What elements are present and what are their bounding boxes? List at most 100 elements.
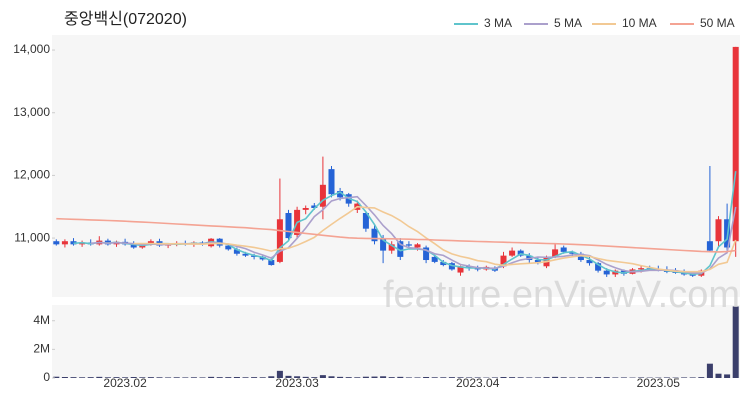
volume-bar — [474, 377, 481, 378]
candle-body — [328, 169, 335, 195]
volume-bars — [53, 306, 739, 378]
x-tick-label: 2023.02 — [103, 376, 147, 390]
candle-body — [595, 263, 602, 271]
volume-bar — [371, 376, 378, 378]
y-tick-label: 13,000 — [13, 105, 50, 119]
volume-bar — [251, 377, 258, 378]
volume-bar — [190, 377, 197, 378]
legend-label: 3 MA — [484, 16, 512, 30]
volume-bar — [612, 377, 619, 378]
volume-bar — [70, 377, 77, 378]
candle-body — [53, 241, 60, 245]
candle-body — [500, 255, 507, 267]
volume-bar — [448, 377, 455, 378]
candle-body — [276, 219, 283, 262]
candle-body — [371, 228, 378, 242]
volume-bar — [509, 377, 516, 378]
candle-body — [603, 270, 610, 275]
ma-line — [56, 217, 736, 253]
volume-bar — [328, 376, 335, 378]
volume-bar — [500, 376, 507, 378]
candle-body — [285, 213, 292, 239]
legend-label: 5 MA — [554, 16, 582, 30]
volume-bar — [466, 377, 473, 378]
volume-panel — [52, 305, 740, 378]
candle-body — [397, 241, 404, 257]
volume-bar — [724, 374, 731, 378]
volume-bar — [268, 376, 275, 378]
candle-body — [440, 261, 447, 266]
volume-bar — [706, 363, 713, 378]
legend-label: 50 MA — [700, 16, 735, 30]
volume-bar — [354, 377, 361, 378]
volume-bar — [311, 377, 318, 378]
volume-bar — [552, 376, 559, 378]
volume-bar — [526, 377, 533, 378]
volume-bar — [225, 377, 232, 378]
volume-bar — [620, 377, 627, 378]
volume-bar — [276, 370, 283, 378]
volume-bar — [156, 377, 163, 378]
volume-tick-label: 0 — [43, 370, 50, 384]
candle-body — [405, 244, 412, 246]
volume-bar — [560, 377, 567, 378]
candle-body — [560, 247, 567, 252]
chart-title: 중앙백신(072020) — [64, 10, 187, 28]
volume-bar — [61, 376, 68, 378]
x-tick-label: 2023.05 — [637, 376, 681, 390]
candle-body — [732, 46, 739, 242]
candle-body — [689, 274, 696, 276]
candle-body — [362, 213, 369, 229]
volume-bar — [199, 377, 206, 378]
candle-body — [302, 207, 309, 210]
candle-body — [311, 205, 318, 208]
candle-body — [638, 268, 645, 270]
volume-bar — [294, 376, 301, 378]
volume-bar — [285, 375, 292, 378]
candle-body — [414, 244, 421, 248]
volume-bar — [380, 376, 387, 378]
volume-bar — [388, 377, 395, 378]
volume-bar — [87, 377, 94, 378]
ma-lines — [56, 171, 737, 276]
volume-bar — [577, 377, 584, 378]
volume-bar — [595, 377, 602, 378]
volume-bar — [517, 377, 524, 378]
volume-bar — [208, 376, 215, 378]
candle-body — [233, 249, 240, 254]
volume-bar — [233, 376, 240, 378]
ma-line — [133, 205, 737, 273]
candle-body — [130, 244, 137, 248]
candle-body — [534, 260, 541, 264]
candle-body — [251, 255, 258, 257]
candle-body — [577, 253, 584, 261]
candle-body — [457, 266, 464, 273]
candle-body — [715, 219, 722, 242]
volume-bar — [337, 376, 344, 378]
volume-bar — [104, 377, 111, 378]
volume-bar — [362, 376, 369, 378]
volume-bar — [139, 377, 146, 378]
volume-bar — [663, 377, 670, 378]
candle-body — [225, 245, 232, 250]
y-tick-label: 12,000 — [13, 168, 50, 182]
volume-bar — [603, 377, 610, 378]
candle-body — [242, 253, 249, 256]
legend-label: 10 MA — [622, 16, 657, 30]
volume-bar — [319, 375, 326, 378]
volume-bar — [586, 377, 593, 378]
volume-bar — [122, 377, 129, 378]
volume-bar — [345, 377, 352, 378]
candle-body — [552, 249, 559, 257]
candle-body — [388, 244, 395, 251]
candle-body — [569, 251, 576, 254]
volume-bar — [405, 377, 412, 378]
volume-bar — [440, 377, 447, 378]
x-tick-label: 2023.04 — [456, 376, 500, 390]
y-tick-label: 11,000 — [14, 230, 50, 244]
volume-bar — [182, 377, 189, 378]
candle-body — [706, 241, 713, 251]
volume-bar — [414, 377, 421, 378]
volume-bar — [79, 377, 86, 378]
